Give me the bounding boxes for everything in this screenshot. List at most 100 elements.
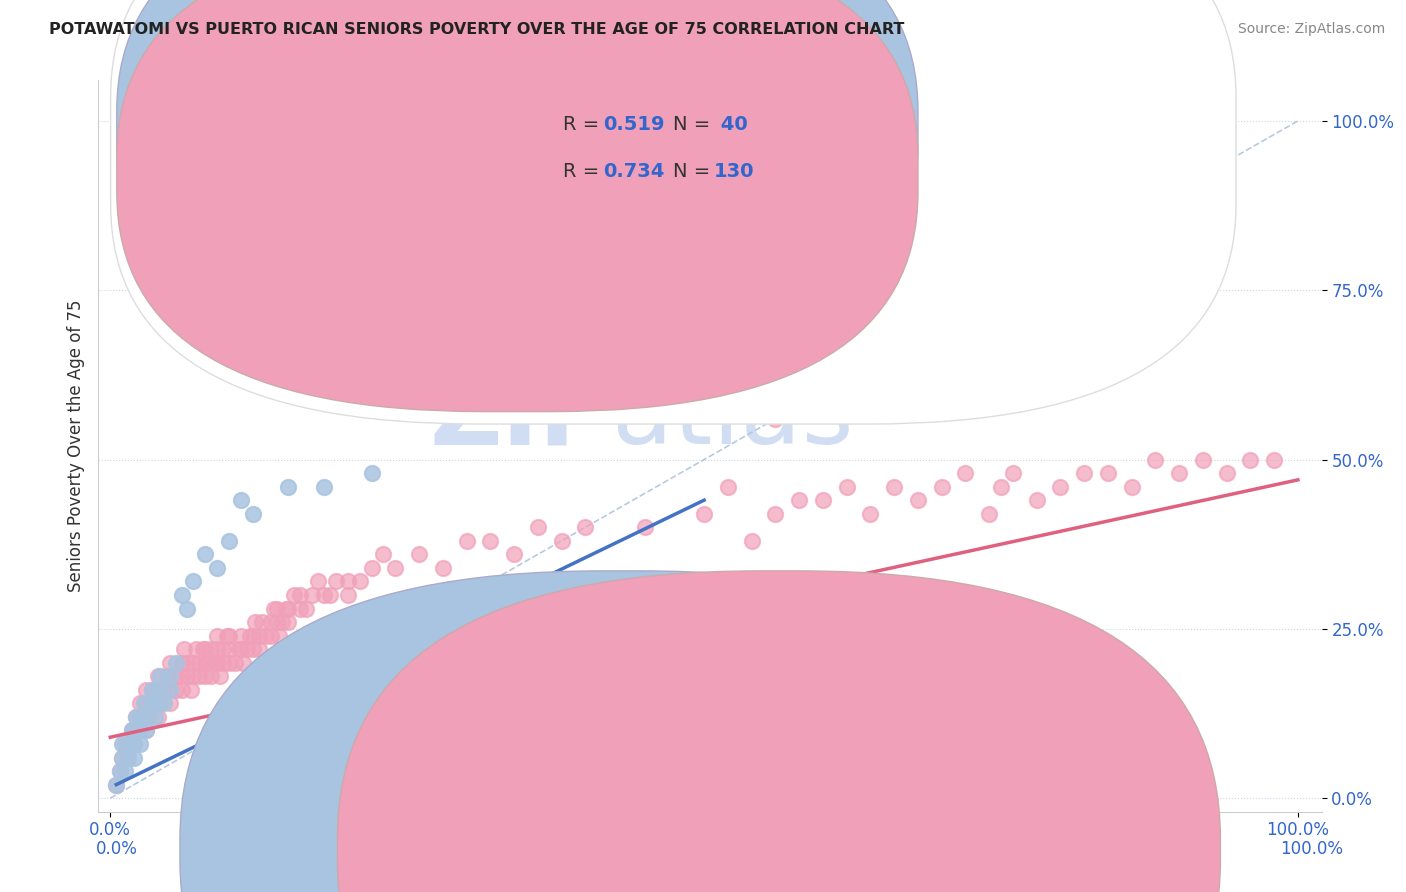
Point (283, 588, 305, 602)
Point (194, 669, 217, 683)
Point (135, 697, 157, 711)
Point (277, 615, 299, 629)
Point (135, 723, 157, 738)
Point (274, 601, 297, 615)
Point (432, 561, 454, 575)
Point (907, 710, 929, 724)
Point (125, 710, 148, 724)
Point (290, 588, 312, 602)
Point (122, 723, 145, 738)
Point (1025, 493, 1047, 508)
Point (121, 723, 143, 738)
Point (290, 601, 312, 615)
Point (907, 493, 929, 508)
Point (122, 750, 145, 764)
Point (145, 710, 167, 724)
Point (176, 656, 198, 670)
Point (215, 629, 238, 643)
Point (135, 710, 157, 724)
Point (159, 682, 181, 697)
Point (307, 574, 329, 589)
Point (325, 574, 347, 589)
Point (159, 656, 181, 670)
Point (456, 533, 478, 548)
Point (149, 697, 172, 711)
Point (787, 215, 810, 229)
Point (117, 750, 139, 764)
Point (176, 669, 198, 683)
Point (277, 601, 299, 615)
Point (360, 561, 382, 575)
Point (194, 656, 217, 670)
Point (239, 629, 262, 643)
Point (122, 737, 145, 751)
Text: Source: ZipAtlas.com: Source: ZipAtlas.com (1237, 22, 1385, 37)
FancyBboxPatch shape (111, 0, 1236, 424)
Text: ZIP: ZIP (429, 368, 612, 466)
Point (170, 682, 193, 697)
Point (170, 656, 193, 670)
Text: 100.0%: 100.0% (1279, 840, 1343, 858)
Point (1239, 452, 1261, 467)
Point (194, 642, 217, 657)
Point (266, 615, 288, 629)
Point (1097, 466, 1119, 480)
Text: R =: R = (564, 162, 606, 181)
Text: Potawatomi: Potawatomi (647, 840, 744, 858)
Point (1073, 466, 1095, 480)
Point (117, 737, 139, 751)
Point (129, 710, 152, 724)
Point (183, 656, 205, 670)
Point (252, 615, 274, 629)
Point (229, 493, 252, 508)
Point (122, 723, 145, 738)
Point (229, 629, 252, 643)
Point (336, 588, 359, 602)
Point (205, 642, 228, 657)
Point (990, 480, 1012, 494)
Point (105, 778, 128, 792)
Point (1121, 480, 1143, 494)
Point (136, 710, 159, 724)
Point (218, 656, 240, 670)
Point (319, 588, 342, 602)
Point (180, 682, 202, 697)
FancyBboxPatch shape (117, 0, 918, 411)
Point (835, 480, 858, 494)
Point (117, 737, 139, 751)
Point (859, 507, 882, 521)
Point (503, 547, 526, 561)
Point (129, 737, 152, 751)
Point (188, 656, 211, 670)
Point (146, 682, 169, 697)
Point (129, 723, 152, 738)
Point (763, 412, 786, 426)
Point (117, 750, 139, 764)
Point (301, 588, 323, 602)
Point (212, 642, 235, 657)
Point (763, 507, 786, 521)
Point (146, 710, 169, 724)
Point (204, 656, 226, 670)
Point (229, 642, 252, 657)
Point (205, 656, 228, 670)
Point (152, 682, 174, 697)
Point (931, 480, 953, 494)
Point (212, 656, 235, 670)
Point (312, 588, 335, 602)
Point (205, 561, 228, 575)
Point (527, 520, 550, 534)
Point (955, 466, 977, 480)
Point (152, 697, 174, 711)
Point (200, 642, 222, 657)
Point (156, 669, 179, 683)
Point (191, 642, 214, 657)
Text: R =: R = (564, 115, 606, 134)
Point (111, 750, 134, 764)
Point (242, 629, 264, 643)
Point (259, 629, 281, 643)
Point (205, 629, 228, 643)
Text: Puerto Ricans: Puerto Ricans (794, 840, 908, 858)
Point (208, 669, 231, 683)
Point (907, 344, 929, 359)
